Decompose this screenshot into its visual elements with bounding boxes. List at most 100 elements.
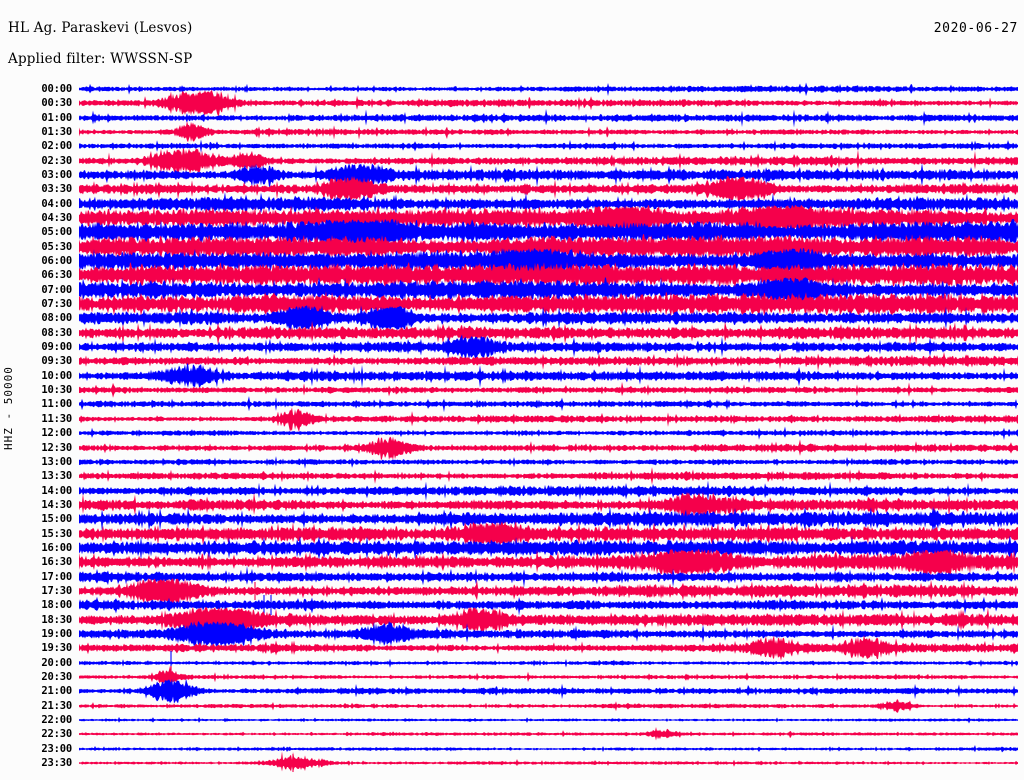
seismogram-trace — [79, 88, 1019, 118]
trace-envelope — [79, 334, 1018, 360]
seismogram-trace — [79, 447, 1019, 477]
trace-envelope — [79, 248, 1018, 275]
trace-time-label: 14:00 — [41, 484, 72, 497]
trace-time-label: 23:30 — [41, 756, 72, 769]
trace-time-label: 16:30 — [41, 556, 72, 569]
trace-envelope — [79, 108, 1018, 128]
trace-time-label: 02:30 — [41, 154, 72, 167]
trace-time-label: 11:30 — [41, 412, 72, 425]
seismogram-trace — [79, 676, 1019, 706]
trace-envelope — [79, 205, 1018, 231]
trace-time-label: 23:00 — [41, 742, 72, 755]
trace-envelope — [79, 479, 1018, 501]
seismogram-trace — [79, 346, 1019, 376]
trace-time-label: 09:00 — [41, 341, 72, 354]
trace-time-label: 20:00 — [41, 656, 72, 669]
trace-time-label: 00:00 — [41, 83, 72, 95]
seismogram-trace — [79, 461, 1019, 491]
seismogram-trace — [79, 519, 1019, 549]
trace-envelope — [79, 176, 1018, 203]
trace-envelope — [79, 491, 1018, 518]
trace-time-label: 12:00 — [41, 427, 72, 440]
seismogram-trace — [79, 74, 1019, 104]
seismogram-trace — [79, 418, 1019, 448]
trace-envelope — [79, 744, 1018, 753]
trace-envelope — [79, 549, 1018, 576]
trace-time-label: 00:30 — [41, 97, 72, 110]
trace-envelope — [79, 620, 1018, 647]
seismogram-trace — [79, 203, 1019, 233]
trace-time-label: 17:30 — [41, 584, 72, 597]
trace-envelope — [79, 320, 1018, 346]
trace-time-label: 12:30 — [41, 441, 72, 454]
seismogram-trace — [79, 719, 1019, 749]
seismogram-trace — [79, 103, 1019, 133]
trace-time-label: 21:30 — [41, 699, 72, 712]
trace-time-label: 07:00 — [41, 283, 72, 296]
seismogram-trace — [79, 160, 1019, 190]
trace-envelope — [79, 665, 1018, 687]
trace-envelope — [79, 396, 1018, 413]
trace-envelope — [79, 362, 1018, 388]
trace-time-label: 10:00 — [41, 369, 72, 382]
trace-envelope — [79, 520, 1018, 547]
trace-envelope — [79, 82, 1018, 97]
trace-envelope — [79, 727, 1018, 741]
trace-envelope — [79, 455, 1018, 469]
trace-envelope — [79, 162, 1018, 188]
page-title: HL Ag. Paraskevi (Lesvos) — [8, 20, 193, 36]
seismogram-trace — [79, 490, 1019, 520]
seismogram-trace — [79, 562, 1019, 592]
trace-time-label: 14:30 — [41, 498, 72, 511]
trace-envelope — [79, 606, 1018, 633]
trace-time-label: 08:30 — [41, 326, 72, 339]
seismogram-trace — [79, 246, 1019, 276]
trace-time-label: 22:00 — [41, 713, 72, 726]
seismogram-trace — [79, 404, 1019, 434]
seismogram-trace — [79, 217, 1019, 247]
seismogram-trace — [79, 576, 1019, 606]
trace-time-label: 01:30 — [41, 126, 72, 139]
trace-time-label: 09:30 — [41, 355, 72, 368]
seismogram-trace — [79, 131, 1019, 161]
seismogram-trace — [79, 433, 1019, 463]
trace-envelope — [79, 698, 1018, 713]
trace-time-label: 20:30 — [41, 670, 72, 683]
seismogram-trace — [79, 275, 1019, 305]
trace-time-label: 04:00 — [41, 197, 72, 210]
trace-time-label: 06:30 — [41, 269, 72, 282]
trace-envelope — [79, 291, 1018, 318]
trace-envelope — [79, 305, 1018, 332]
trace-time-label: 06:00 — [41, 255, 72, 268]
trace-envelope — [79, 426, 1018, 441]
seismogram-trace — [79, 619, 1019, 649]
trace-envelope — [79, 751, 1018, 773]
trace-time-label: 19:30 — [41, 642, 72, 655]
trace-time-label: 02:00 — [41, 140, 72, 153]
trace-envelope — [79, 90, 1018, 117]
trace-envelope — [79, 276, 1018, 303]
trace-time-label: 04:30 — [41, 212, 72, 225]
trace-time-label: 05:00 — [41, 226, 72, 239]
seismogram-trace — [79, 117, 1019, 147]
trace-time-label: 08:00 — [41, 312, 72, 325]
trace-envelope — [79, 352, 1018, 372]
trace-envelope — [79, 407, 1018, 432]
seismogram-trace — [79, 174, 1019, 204]
seismogram-plot: 00:00 00:30 01:00 01:30 02:00 02:30 03:00 03:30… — [0, 80, 1024, 780]
trace-envelope — [79, 678, 1018, 704]
trace-time-label: 01:00 — [41, 111, 72, 124]
trace-envelope — [79, 658, 1018, 668]
trace-envelope — [79, 578, 1018, 604]
seismogram-trace — [79, 375, 1019, 405]
seismogram-trace — [79, 476, 1019, 506]
seismogram-trace — [79, 389, 1019, 419]
trace-time-label: 21:00 — [41, 685, 72, 698]
seismogram-trace — [79, 289, 1019, 319]
trace-time-label: 13:30 — [41, 470, 72, 483]
seismogram-trace — [79, 533, 1019, 563]
trace-time-label: 03:30 — [41, 183, 72, 196]
trace-time-label: 18:30 — [41, 613, 72, 626]
trace-envelope — [79, 467, 1018, 486]
seismogram-trace — [79, 332, 1019, 362]
